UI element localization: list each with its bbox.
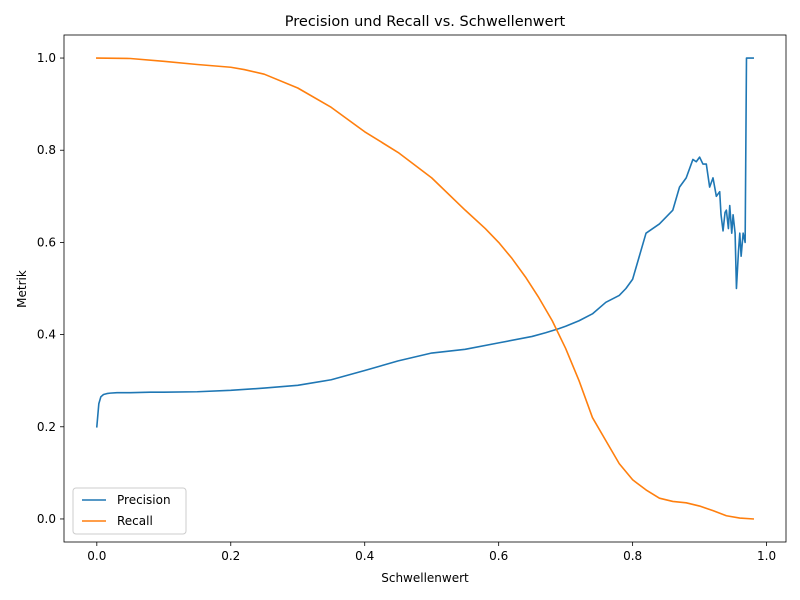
series-line-precision [95, 57, 754, 428]
x-tick-label: 1.0 [757, 549, 776, 563]
y-tick-label: 0.4 [37, 328, 56, 342]
y-axis-label: Metrik [15, 270, 29, 308]
axes-layer: 0.0 0.2 0.4 0.6 0.8 1.0 0.0 0.2 0.4 0.6 0.8 1.0 [37, 34, 787, 563]
x-tick-label: 0.6 [489, 549, 508, 563]
y-tick-label: 0.8 [37, 143, 56, 157]
series-line-recall [96, 57, 755, 520]
y-tick-label: 0.2 [37, 420, 56, 434]
axes-frame [63, 34, 787, 543]
legend: Precision Recall [72, 487, 187, 535]
chart-title: Precision und Recall vs. Schwellenwert [285, 14, 566, 30]
x-tick-label: 0.2 [221, 549, 240, 563]
x-axis-label: Schwellenwert [381, 571, 469, 585]
x-tick-label: 0.8 [623, 549, 642, 563]
x-tick-label: 0.4 [355, 549, 374, 563]
legend-label-recall: Recall [117, 514, 153, 528]
x-tick-label: 0.0 [87, 549, 106, 563]
y-tick-label: 0.0 [37, 512, 56, 526]
plot-layer [95, 57, 755, 520]
y-tick-label: 1.0 [37, 51, 56, 65]
y-tick-label: 0.6 [37, 235, 56, 249]
legend-label-precision: Precision [117, 493, 171, 507]
